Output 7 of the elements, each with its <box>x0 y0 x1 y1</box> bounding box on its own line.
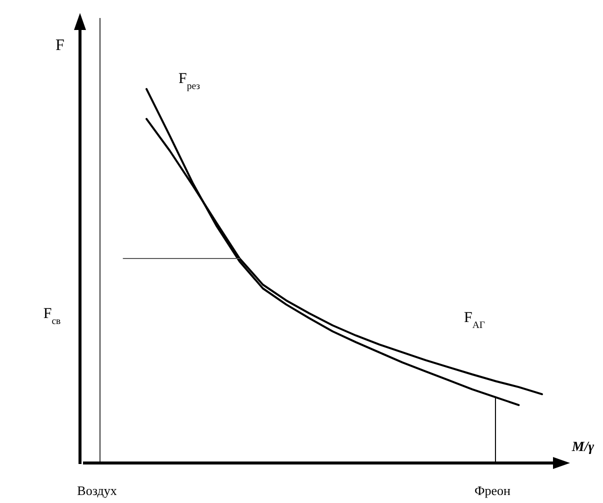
series-label: F$_{рез}$ <box>178 71 200 92</box>
y-axis-title: F <box>56 37 65 54</box>
x-tick-label: Воздух <box>77 483 118 498</box>
text: F$_{св}$ <box>43 306 62 326</box>
x-tick-label: Фреон <box>474 483 511 498</box>
text: F$_{АГ}$ <box>464 310 486 331</box>
x-axis-title: M/γ <box>570 440 594 455</box>
